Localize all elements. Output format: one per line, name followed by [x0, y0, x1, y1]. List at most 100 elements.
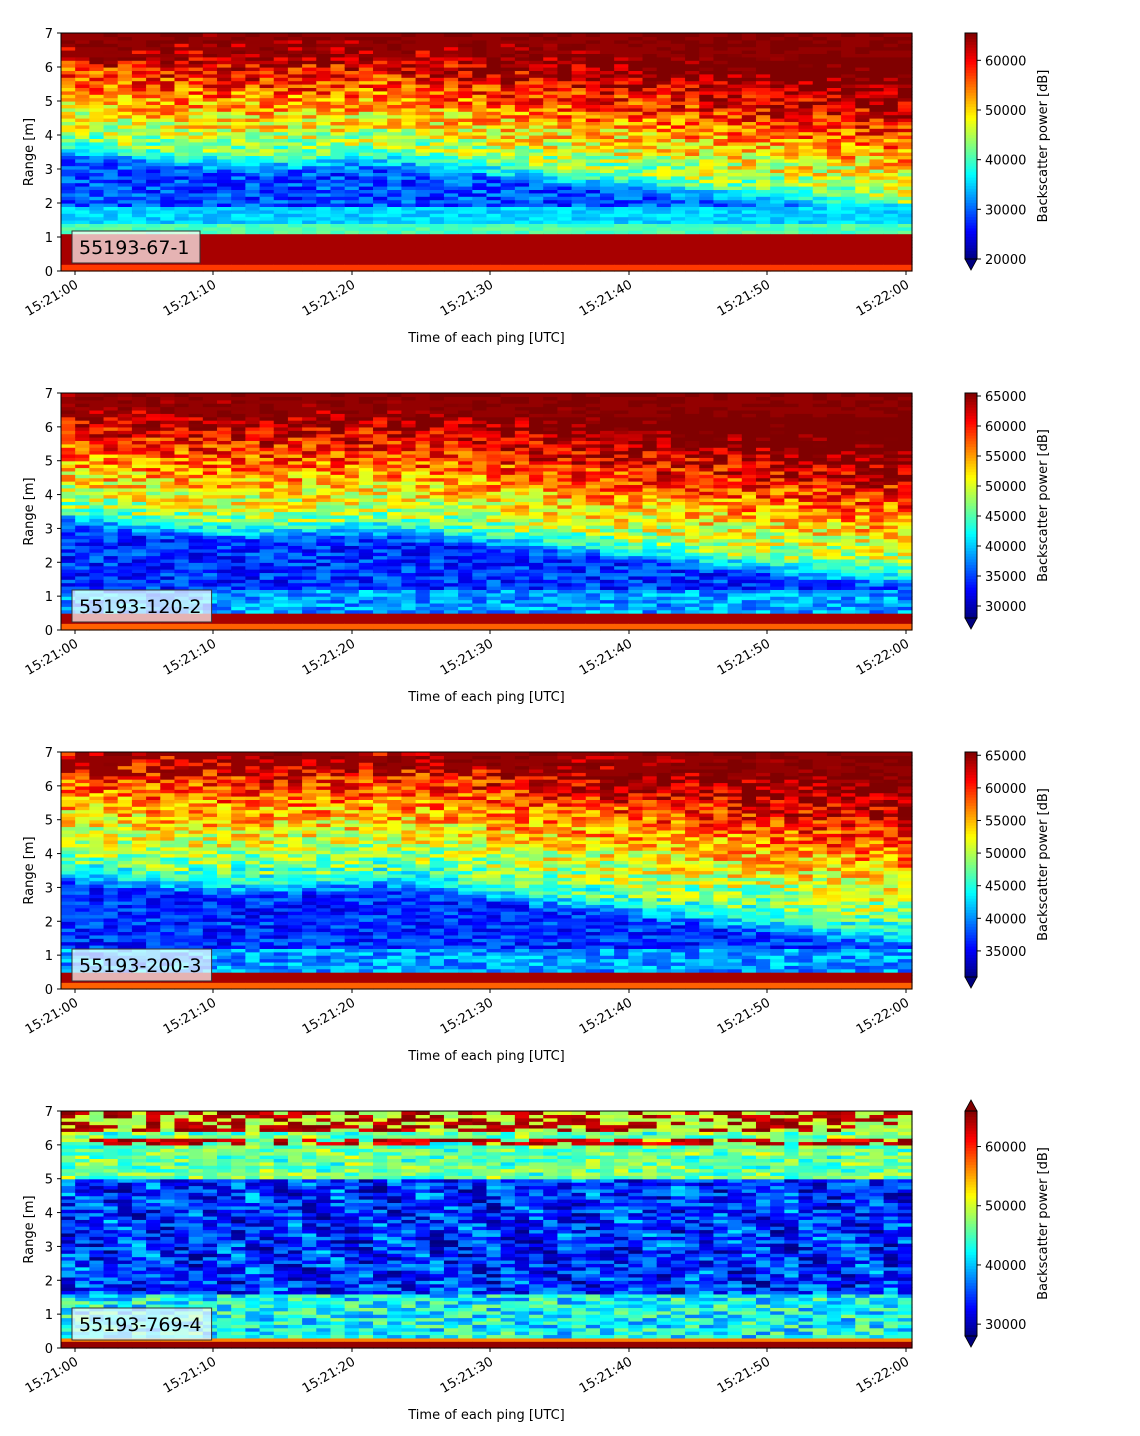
heatmap-cell — [472, 226, 488, 231]
heatmap-cell — [557, 104, 573, 109]
heatmap-cell — [415, 148, 431, 153]
heatmap-cell — [458, 80, 473, 85]
heatmap-cell — [217, 53, 232, 58]
heatmap-cell — [557, 67, 573, 71]
heatmap-cell — [529, 46, 544, 51]
heatmap-cell — [202, 264, 218, 269]
heatmap-cell — [245, 111, 261, 116]
heatmap-cell — [401, 233, 417, 238]
heatmap-cell — [259, 230, 275, 235]
heatmap-cell — [387, 243, 402, 248]
heatmap-cell — [259, 60, 275, 65]
heatmap-cell — [486, 97, 502, 102]
heatmap-cell — [486, 169, 502, 173]
heatmap-cell — [302, 73, 317, 78]
heatmap-cell — [699, 33, 715, 37]
heatmap-cell — [287, 104, 303, 109]
heatmap-cell — [458, 135, 473, 139]
heatmap-cell — [302, 169, 317, 173]
heatmap-cell — [202, 104, 218, 109]
heatmap-cell — [373, 70, 388, 75]
heatmap-cell — [486, 179, 502, 184]
heatmap-cell — [571, 260, 587, 265]
heatmap-cell — [415, 90, 431, 95]
heatmap-cell — [330, 189, 346, 194]
heatmap-cell — [330, 169, 346, 173]
heatmap-cell — [855, 33, 871, 37]
heatmap-cell — [713, 264, 729, 269]
heatmap-cell — [472, 220, 488, 224]
heatmap-cell — [784, 243, 800, 248]
heatmap-cell — [273, 165, 289, 170]
heatmap-cell — [103, 169, 119, 173]
heatmap-cell — [217, 199, 232, 204]
heatmap-cell — [217, 233, 232, 238]
heatmap-cell — [61, 254, 76, 258]
heatmap-cell — [259, 155, 275, 160]
heatmap-cell — [302, 50, 317, 54]
heatmap-cell — [302, 36, 317, 41]
heatmap-cell — [344, 260, 360, 265]
heatmap-cell — [287, 196, 303, 201]
heatmap-cell — [642, 131, 658, 136]
heatmap-cell — [202, 260, 218, 265]
heatmap-cell — [443, 121, 459, 126]
heatmap-cell — [784, 141, 800, 146]
heatmap-cell — [188, 226, 204, 231]
heatmap-cell — [500, 56, 516, 61]
heatmap-cell — [316, 158, 332, 163]
heatmap-cell — [458, 148, 473, 153]
heatmap-cell — [486, 114, 502, 119]
heatmap-cell — [443, 43, 459, 48]
heatmap-cell — [103, 128, 119, 133]
heatmap-cell — [316, 179, 332, 184]
heatmap-cell — [642, 216, 658, 221]
heatmap-cell — [188, 203, 204, 207]
heatmap-cell — [287, 169, 303, 173]
heatmap-cell — [146, 155, 161, 160]
heatmap-cell — [287, 111, 303, 116]
heatmap-cell — [302, 111, 317, 116]
heatmap-cell — [89, 148, 105, 153]
heatmap-cell — [131, 36, 147, 41]
heatmap-cell — [273, 175, 289, 180]
heatmap-cell — [217, 77, 232, 82]
heatmap-cell — [202, 53, 218, 58]
heatmap-cell — [429, 43, 445, 48]
heatmap-cell — [401, 70, 417, 75]
heatmap-cell — [373, 209, 388, 214]
heatmap-cell — [358, 148, 374, 153]
heatmap-cell — [117, 67, 133, 71]
heatmap-cell — [358, 135, 374, 139]
heatmap-cell — [330, 250, 346, 255]
heatmap-cell — [401, 257, 417, 262]
heatmap-cell — [514, 213, 530, 218]
colorbar-label: Backscatter power [dB] — [1036, 70, 1051, 223]
heatmap-cell — [486, 260, 502, 265]
heatmap-cell — [387, 182, 402, 187]
heatmap-cell — [344, 36, 360, 41]
y-tick-label: 2 — [45, 197, 53, 212]
heatmap-cell — [160, 101, 176, 105]
heatmap-cell — [103, 393, 119, 397]
heatmap-cell — [529, 90, 544, 95]
heatmap-cell — [330, 60, 346, 65]
heatmap-cell — [543, 169, 559, 173]
heatmap-cell — [131, 206, 147, 211]
heatmap-cell — [486, 158, 502, 163]
heatmap-cell — [841, 131, 856, 136]
heatmap-cell — [443, 203, 459, 207]
heatmap-cell — [543, 97, 559, 102]
heatmap-cell — [387, 121, 402, 126]
heatmap-cell — [373, 131, 388, 136]
heatmap-cell — [443, 36, 459, 41]
heatmap-cell — [458, 152, 473, 156]
heatmap-cell — [231, 179, 246, 184]
heatmap-cell — [231, 90, 246, 95]
heatmap-cell — [344, 247, 360, 252]
heatmap-cell — [61, 53, 76, 58]
heatmap-cell — [812, 264, 828, 269]
heatmap-cell — [146, 33, 161, 37]
heatmap-cell — [443, 158, 459, 163]
heatmap-cell — [415, 131, 431, 136]
